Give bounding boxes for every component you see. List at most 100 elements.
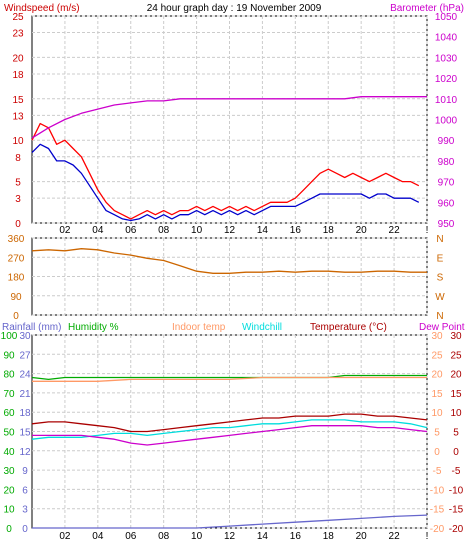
x-tick-label: ! — [426, 225, 429, 236]
x-tick-label: 06 — [125, 531, 137, 542]
rainfall-tick-label: 30 — [19, 331, 31, 342]
wind-tick-label: 20 — [12, 53, 24, 64]
barometer-tick-label: 1000 — [435, 116, 458, 127]
humidity-tick-label: 10 — [3, 505, 15, 516]
direction-tick-label: 0 — [13, 311, 19, 322]
temperature-tick-label: 25 — [450, 350, 462, 361]
temperature-tick-label: -5 — [452, 466, 461, 477]
rainfall-tick-label: 24 — [19, 370, 31, 381]
compass-tick-label: N — [436, 234, 443, 245]
barometer-tick-label: 990 — [438, 136, 455, 147]
barometer-tick-label: 1010 — [435, 95, 458, 106]
direction-tick-label: 90 — [10, 292, 22, 303]
humidity-tick-label: 0 — [6, 524, 12, 535]
barometer-tick-label: 1020 — [435, 74, 458, 85]
compass-tick-label: E — [437, 253, 444, 264]
x-tick-label: 20 — [356, 225, 368, 236]
humidity-tick-label: 100 — [1, 331, 18, 342]
indoor-tick-label: 5 — [434, 428, 440, 439]
humidity-tick-label: 60 — [3, 408, 15, 419]
x-tick-label: ! — [426, 531, 429, 542]
indoor-tick-label: -20 — [430, 524, 445, 535]
x-tick-label: 14 — [257, 531, 269, 542]
grid — [32, 15, 428, 529]
windchill-line — [31, 419, 428, 440]
wind-tick-label: 15 — [12, 95, 24, 106]
x-tick-label: 22 — [389, 531, 401, 542]
wind-tick-label: 5 — [15, 178, 21, 189]
rainfall-tick-label: 6 — [22, 485, 28, 496]
rainfall-tick-label: 27 — [19, 350, 31, 361]
x-tick-label: 18 — [323, 531, 335, 542]
windspeed-average-line — [31, 143, 420, 222]
x-tick-label: 02 — [59, 225, 71, 236]
rainfall-tick-label: 3 — [22, 505, 28, 516]
legend-temperature: Temperature (°C) — [310, 322, 387, 333]
wind-tick-label: 23 — [12, 29, 24, 40]
indoor-tick-label: 20 — [431, 370, 443, 381]
indoor-tick-label: 25 — [431, 350, 443, 361]
barometer-tick-label: 970 — [438, 178, 455, 189]
humidity-tick-label: 40 — [3, 447, 15, 458]
temperature-tick-label: -20 — [449, 524, 464, 535]
direction-tick-label: 360 — [8, 234, 25, 245]
legend-humidity: Humidity % — [68, 322, 119, 333]
direction-tick-label: 180 — [8, 273, 25, 284]
indoor-tick-label: 10 — [431, 408, 443, 419]
windspeed-gust-line — [31, 122, 420, 220]
humidity-tick-label: 50 — [3, 428, 15, 439]
barometer-tick-label: 1050 — [435, 12, 458, 23]
barometer-line — [31, 96, 427, 139]
temperature-tick-label: 30 — [450, 331, 462, 342]
x-tick-label: 14 — [257, 225, 269, 236]
x-tick-label: 10 — [191, 531, 203, 542]
x-tick-label: 18 — [323, 225, 335, 236]
legend-indoor-temp: Indoor temp — [172, 322, 226, 333]
barometer-tick-label: 960 — [438, 198, 455, 209]
wind-tick-label: 13 — [12, 111, 24, 122]
legend-windchill: Windchill — [242, 322, 282, 333]
indoor-tick-label: 30 — [431, 331, 443, 342]
x-tick-label: 04 — [92, 225, 104, 236]
humidity-tick-label: 30 — [3, 466, 15, 477]
x-tick-label: 04 — [92, 531, 104, 542]
temperature-tick-label: 5 — [453, 428, 459, 439]
barometer-tick-label: 980 — [438, 157, 455, 168]
compass-tick-label: N — [436, 311, 443, 322]
direction-tick-label: 270 — [8, 253, 25, 264]
humidity-line — [31, 374, 427, 381]
wind-tick-label: 8 — [15, 153, 21, 164]
wind-tick-label: 18 — [12, 70, 24, 81]
rainfall-tick-label: 15 — [19, 428, 31, 439]
rainfall-line — [32, 514, 428, 529]
indoor-tick-label: -5 — [433, 466, 442, 477]
graph-title: 24 hour graph day : 19 November 2009 — [147, 3, 322, 14]
data-series — [31, 96, 428, 529]
barometer-tick-label: 950 — [438, 219, 455, 230]
temperature-tick-label: 20 — [450, 370, 462, 381]
humidity-tick-label: 80 — [3, 370, 15, 381]
x-tick-label: 08 — [158, 531, 170, 542]
indoor-tick-label: 15 — [431, 389, 443, 400]
wind-tick-label: 0 — [15, 219, 21, 230]
wind-tick-label: 10 — [12, 136, 24, 147]
humidity-tick-label: 20 — [3, 485, 15, 496]
barometer-axis-title: Barometer (hPa) — [390, 3, 464, 14]
temperature-tick-label: 15 — [450, 389, 462, 400]
x-tick-label: 08 — [158, 225, 170, 236]
x-tick-label: 06 — [125, 225, 137, 236]
temperature-legend: Rainfall (mm) Humidity % Indoor temp Win… — [2, 322, 465, 333]
x-tick-label: 12 — [224, 531, 236, 542]
temperature-line — [31, 413, 428, 433]
x-tick-label: 16 — [290, 531, 302, 542]
x-tick-label: 02 — [59, 531, 71, 542]
legend-rainfall: Rainfall (mm) — [2, 322, 61, 333]
x-tick-label: 22 — [389, 225, 401, 236]
rainfall-tick-label: 0 — [22, 524, 28, 535]
rainfall-tick-label: 9 — [22, 466, 28, 477]
compass-tick-label: S — [437, 273, 444, 284]
temperature-tick-label: 0 — [453, 447, 459, 458]
legend-dew-point: Dew Point — [419, 322, 465, 333]
